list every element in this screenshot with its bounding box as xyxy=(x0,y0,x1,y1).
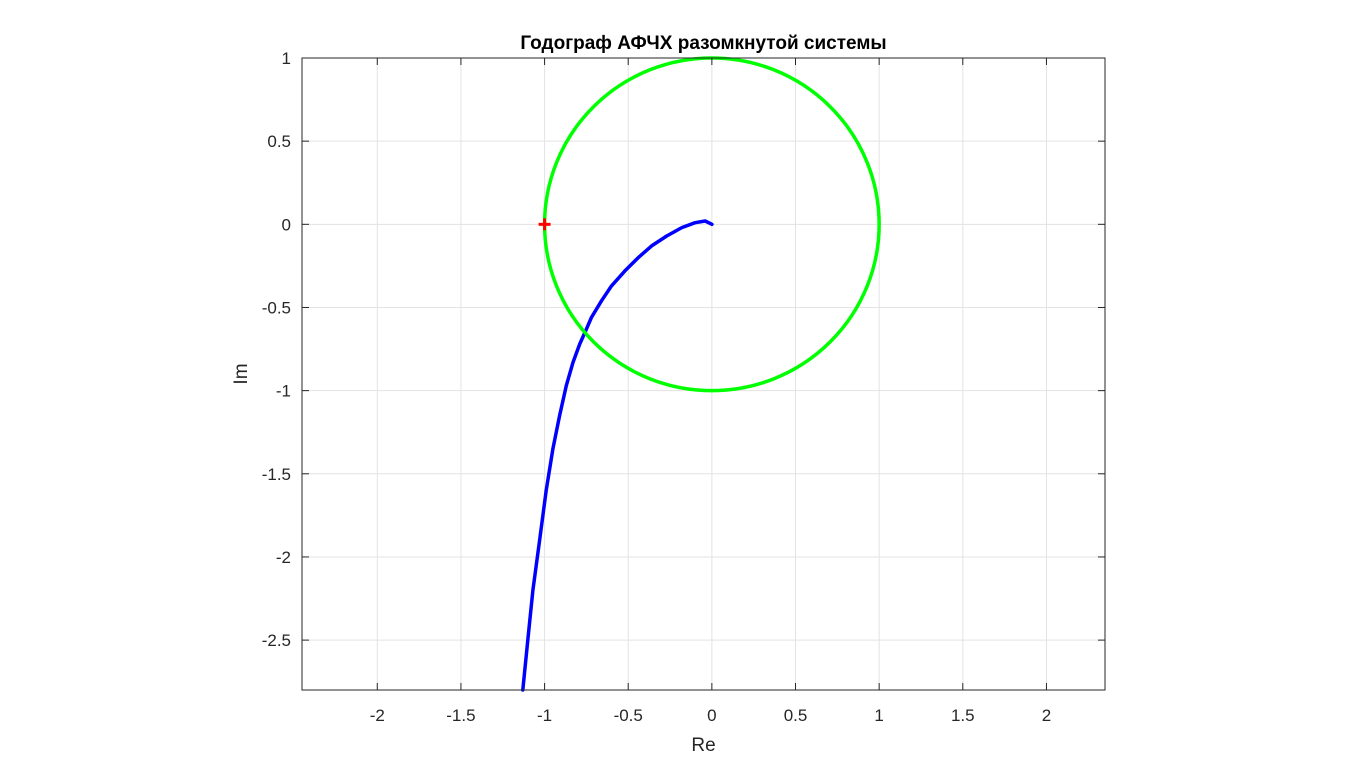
x-tick-label: 1.5 xyxy=(951,706,975,725)
ticks: -2 -1.5 -1 -0.5 0 0.5 1 1.5 2 1 0.5 0 -0.5 -1 -1.5 -2 -2… xyxy=(262,49,1105,725)
chart-title: Годограф АФЧХ разомкнутой системы xyxy=(520,33,886,54)
y-tick-label: -0.5 xyxy=(262,298,291,317)
axes-box xyxy=(301,57,1106,691)
hodograph-line xyxy=(521,219,714,692)
y-tick-label: 0.5 xyxy=(267,132,291,151)
y-tick-label: 0 xyxy=(282,215,291,234)
y-tick-label: 1 xyxy=(282,49,291,68)
x-axis-label: Re xyxy=(691,735,715,756)
y-axis-label: Im xyxy=(231,363,252,384)
x-tick-label: 1 xyxy=(874,706,883,725)
grid xyxy=(302,57,1105,690)
x-tick-label: 0.5 xyxy=(784,706,808,725)
x-tick-label: -0.5 xyxy=(614,706,643,725)
x-tick-label: 2 xyxy=(1042,706,1051,725)
y-tick-label: -2 xyxy=(276,548,291,567)
x-tick-label: -1 xyxy=(537,706,552,725)
y-tick-label: -1.5 xyxy=(262,465,291,484)
y-tick-label: -1 xyxy=(276,382,291,401)
critical-point-marker xyxy=(538,218,551,231)
plot-series xyxy=(521,56,881,692)
x-tick-label: -2 xyxy=(370,706,385,725)
x-tick-label: -1.5 xyxy=(446,706,475,725)
x-tick-label: 0 xyxy=(707,706,716,725)
y-tick-label: -2.5 xyxy=(262,631,291,650)
